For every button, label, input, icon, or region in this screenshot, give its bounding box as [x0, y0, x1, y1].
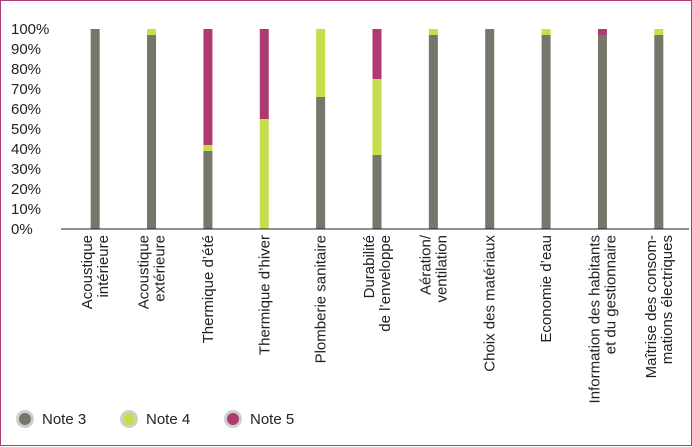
bar-segment-note-4	[654, 29, 664, 35]
legend: Note 3 Note 4 Note 5	[16, 410, 294, 428]
y-tick-label: 10%	[11, 201, 41, 218]
bar-segment-note-3	[654, 35, 664, 229]
svg-text:Economie d’eau: Economie d’eau	[538, 235, 555, 343]
bar-segment-note-3	[372, 155, 382, 229]
legend-swatch	[224, 410, 242, 428]
bar-segment-note-3	[90, 29, 100, 229]
x-category-label: Plomberie sanitaire	[313, 235, 330, 363]
x-category-label: Acoustiqueextérieure	[136, 235, 169, 309]
x-category-label: Information des habitantset du gestionna…	[586, 235, 619, 403]
bar-segment-note-3	[316, 97, 326, 229]
x-category-label-line: Durabilité	[361, 235, 378, 298]
x-category-label-line: ventilation	[433, 235, 450, 303]
x-category-label-line: de l’enveloppe	[377, 235, 394, 332]
svg-text:Information des habitantset du: Information des habitantset du gestionna…	[586, 235, 619, 403]
bar-segment-note-4	[147, 29, 157, 35]
y-tick-label: 70%	[11, 81, 41, 98]
legend-swatch	[16, 410, 34, 428]
bar-segment-note-5	[203, 29, 213, 145]
bar-segment-note-3	[147, 35, 157, 229]
legend-label: Note 3	[42, 411, 86, 428]
svg-text:Plomberie sanitaire: Plomberie sanitaire	[313, 235, 330, 363]
x-category-label: Economie d’eau	[538, 235, 555, 343]
svg-text:Thermique d’été: Thermique d’été	[200, 235, 217, 343]
bar-segment-note-4	[372, 79, 382, 155]
y-tick-label: 90%	[11, 41, 41, 58]
bar-segment-note-3	[541, 35, 551, 229]
x-category-label-line: Economie d’eau	[538, 235, 555, 343]
x-category-label: Acoustiqueintérieure	[79, 235, 112, 309]
bar-segment-note-5	[259, 29, 269, 119]
x-category-label-line: mations électriques	[659, 235, 676, 364]
x-category-label-line: Information des habitants	[586, 235, 603, 403]
svg-text:Choix des matériaux: Choix des matériaux	[482, 235, 499, 372]
y-axis: 0% 10% 20% 30% 40% 50% 60% 70% 80% 90% 100%	[11, 21, 49, 238]
legend-label: Note 4	[146, 411, 190, 428]
x-category-label: Thermique d’hiver	[256, 235, 273, 355]
y-tick-label: 50%	[11, 121, 41, 138]
x-category-label-line: intérieure	[95, 235, 112, 298]
bar-segment-note-3	[428, 35, 438, 229]
legend-item-note-4: Note 4	[120, 410, 190, 428]
legend-item-note-3: Note 3	[16, 410, 86, 428]
bar-segment-note-3	[597, 35, 607, 229]
y-tick-label: 40%	[11, 141, 41, 158]
bar-segment-note-3	[485, 29, 495, 229]
svg-text:Thermique d’hiver: Thermique d’hiver	[256, 235, 273, 355]
x-category-label: Thermique d’été	[200, 235, 217, 343]
y-tick-label: 100%	[11, 21, 49, 38]
x-category-label-line: Thermique d’été	[200, 235, 217, 343]
x-category-label-line: extérieure	[152, 235, 169, 302]
legend-label: Note 5	[250, 411, 294, 428]
y-tick-label: 30%	[11, 161, 41, 178]
x-category-label-line: Plomberie sanitaire	[313, 235, 330, 363]
x-category-label: Choix des matériaux	[482, 235, 499, 372]
svg-text:Aération/ventilation: Aération/ventilation	[417, 234, 450, 302]
x-category-label-line: Aération/	[417, 234, 434, 295]
x-axis: Acoustiqueintérieure Acoustiqueextérieure…	[61, 228, 689, 403]
y-tick-label: 0%	[11, 221, 33, 238]
bar-segment-note-4	[259, 119, 269, 229]
svg-text:Acoustiqueintérieure: Acoustiqueintérieure	[79, 235, 112, 309]
y-tick-label: 20%	[11, 181, 41, 198]
svg-text:Maîtrise des consom-mations él: Maîtrise des consom-mations électriques	[643, 235, 676, 378]
x-category-label: Maîtrise des consom-mations électriques	[643, 235, 676, 378]
y-tick-label: 80%	[11, 61, 41, 78]
x-category-label: Aération/ventilation	[417, 234, 450, 302]
bar-segment-note-4	[316, 29, 326, 97]
y-tick-label: 60%	[11, 101, 41, 118]
bar-segment-note-4	[203, 145, 213, 151]
x-category-label-line: Choix des matériaux	[482, 235, 499, 372]
bar-segment-note-5	[597, 29, 607, 35]
bar-segment-note-5	[372, 29, 382, 79]
x-category-label-line: Acoustique	[79, 235, 96, 309]
legend-swatch	[120, 410, 138, 428]
bars	[90, 29, 664, 229]
x-category-label-line: Maîtrise des consom-	[643, 235, 660, 378]
x-category-label: Durabilitéde l’enveloppe	[361, 235, 394, 332]
svg-text:Durabilitéde l’enveloppe: Durabilitéde l’enveloppe	[361, 235, 394, 332]
bar-segment-note-4	[541, 29, 551, 35]
x-category-label-line: et du gestionnaire	[602, 235, 619, 354]
bar-segment-note-4	[428, 29, 438, 35]
bar-segment-note-3	[203, 151, 213, 229]
x-category-label-line: Acoustique	[136, 235, 153, 309]
x-category-label-line: Thermique d’hiver	[256, 235, 273, 355]
legend-item-note-5: Note 5	[224, 410, 294, 428]
svg-text:Acoustiqueextérieure: Acoustiqueextérieure	[136, 235, 169, 309]
